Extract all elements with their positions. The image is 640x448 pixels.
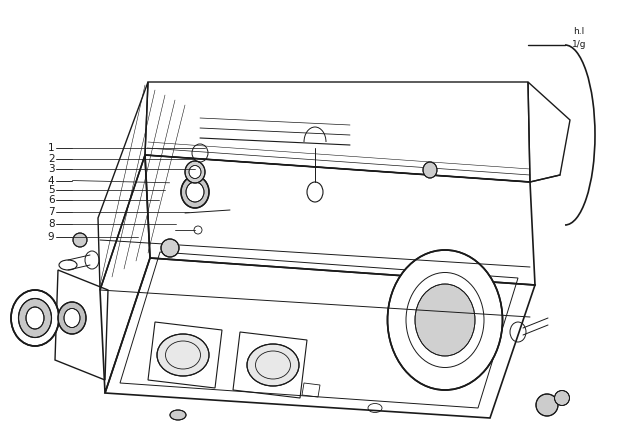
Ellipse shape: [387, 250, 502, 390]
Ellipse shape: [58, 302, 86, 334]
Ellipse shape: [189, 165, 201, 178]
Text: 1: 1: [48, 143, 54, 153]
Text: 6: 6: [48, 195, 54, 205]
Text: 8: 8: [48, 219, 54, 229]
Ellipse shape: [247, 344, 299, 386]
Ellipse shape: [536, 394, 558, 416]
Ellipse shape: [11, 290, 59, 346]
Ellipse shape: [423, 162, 437, 178]
Ellipse shape: [157, 334, 209, 376]
Ellipse shape: [554, 391, 570, 405]
Text: 5: 5: [48, 185, 54, 195]
Text: 2: 2: [48, 154, 54, 164]
Ellipse shape: [170, 410, 186, 420]
Ellipse shape: [64, 309, 80, 327]
Ellipse shape: [73, 233, 87, 247]
Ellipse shape: [19, 298, 51, 337]
Ellipse shape: [415, 284, 475, 356]
Text: 3: 3: [48, 164, 54, 174]
Ellipse shape: [186, 182, 204, 202]
Text: 9: 9: [48, 233, 54, 242]
Text: h.l
1/g: h.l 1/g: [572, 27, 586, 49]
Ellipse shape: [181, 176, 209, 208]
Ellipse shape: [185, 161, 205, 183]
Text: 7: 7: [48, 207, 54, 217]
Text: 4: 4: [48, 176, 54, 185]
Ellipse shape: [26, 307, 44, 329]
Ellipse shape: [161, 239, 179, 257]
